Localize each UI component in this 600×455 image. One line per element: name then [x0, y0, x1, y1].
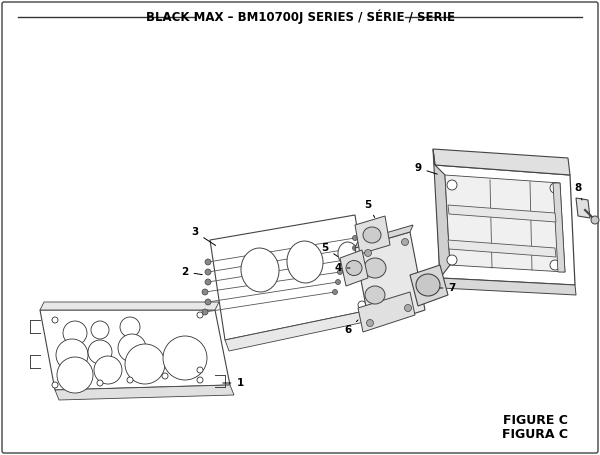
Ellipse shape: [416, 274, 440, 296]
Circle shape: [57, 357, 93, 393]
Circle shape: [404, 304, 412, 312]
Circle shape: [52, 317, 58, 323]
Polygon shape: [433, 149, 450, 278]
Polygon shape: [433, 149, 570, 175]
Circle shape: [197, 377, 203, 383]
Polygon shape: [435, 165, 575, 285]
Polygon shape: [445, 175, 565, 272]
Polygon shape: [55, 385, 234, 400]
Circle shape: [358, 301, 366, 309]
Circle shape: [447, 255, 457, 265]
Polygon shape: [576, 198, 590, 218]
Circle shape: [205, 279, 211, 285]
Text: 6: 6: [344, 320, 358, 335]
Ellipse shape: [363, 227, 381, 243]
Polygon shape: [358, 292, 415, 332]
Circle shape: [367, 319, 373, 327]
Polygon shape: [410, 265, 448, 306]
Circle shape: [358, 231, 366, 239]
Circle shape: [337, 269, 343, 274]
Ellipse shape: [287, 241, 323, 283]
Polygon shape: [225, 310, 374, 351]
Circle shape: [343, 258, 347, 263]
Circle shape: [120, 317, 140, 337]
Circle shape: [97, 380, 103, 386]
Circle shape: [550, 260, 560, 270]
Text: 2: 2: [181, 267, 202, 277]
Circle shape: [163, 336, 207, 380]
Ellipse shape: [241, 248, 279, 292]
Circle shape: [56, 339, 88, 371]
Ellipse shape: [338, 242, 358, 266]
Circle shape: [91, 321, 109, 339]
Circle shape: [52, 382, 58, 388]
Circle shape: [550, 183, 560, 193]
Polygon shape: [448, 240, 556, 257]
Circle shape: [335, 279, 341, 284]
Circle shape: [88, 340, 112, 364]
Polygon shape: [210, 215, 370, 340]
Text: FIGURE C: FIGURE C: [503, 414, 568, 426]
Text: 1: 1: [223, 378, 244, 388]
Circle shape: [162, 373, 168, 379]
Text: 8: 8: [574, 183, 582, 200]
Circle shape: [125, 344, 165, 384]
Polygon shape: [355, 225, 413, 248]
Circle shape: [197, 367, 203, 373]
Circle shape: [202, 309, 208, 315]
Polygon shape: [40, 310, 230, 390]
Ellipse shape: [365, 286, 385, 304]
Circle shape: [118, 334, 146, 362]
Circle shape: [401, 238, 409, 246]
Circle shape: [205, 269, 211, 275]
Circle shape: [365, 249, 371, 257]
Text: 4: 4: [334, 263, 350, 273]
Circle shape: [353, 236, 358, 241]
Circle shape: [127, 377, 133, 383]
Text: 5: 5: [364, 200, 374, 217]
Text: BLACK MAX – BM10700J SERIES / SÉRIE / SERIE: BLACK MAX – BM10700J SERIES / SÉRIE / SE…: [146, 10, 455, 24]
Circle shape: [332, 289, 337, 294]
Polygon shape: [553, 183, 565, 272]
Polygon shape: [448, 205, 556, 222]
Text: 3: 3: [191, 227, 215, 246]
Circle shape: [205, 259, 211, 265]
Polygon shape: [340, 250, 368, 286]
Text: 5: 5: [322, 243, 338, 257]
Text: 7: 7: [440, 283, 455, 293]
Circle shape: [94, 356, 122, 384]
Polygon shape: [355, 232, 425, 328]
Polygon shape: [440, 278, 576, 295]
Circle shape: [202, 289, 208, 295]
Text: FIGURA C: FIGURA C: [502, 429, 568, 441]
Circle shape: [197, 312, 203, 318]
Circle shape: [353, 246, 358, 251]
Text: 9: 9: [415, 163, 437, 174]
Polygon shape: [40, 302, 219, 310]
Ellipse shape: [364, 258, 386, 278]
Circle shape: [591, 216, 599, 224]
Circle shape: [447, 180, 457, 190]
Circle shape: [63, 321, 87, 345]
Polygon shape: [355, 216, 390, 254]
Ellipse shape: [346, 261, 362, 275]
Circle shape: [205, 299, 211, 305]
